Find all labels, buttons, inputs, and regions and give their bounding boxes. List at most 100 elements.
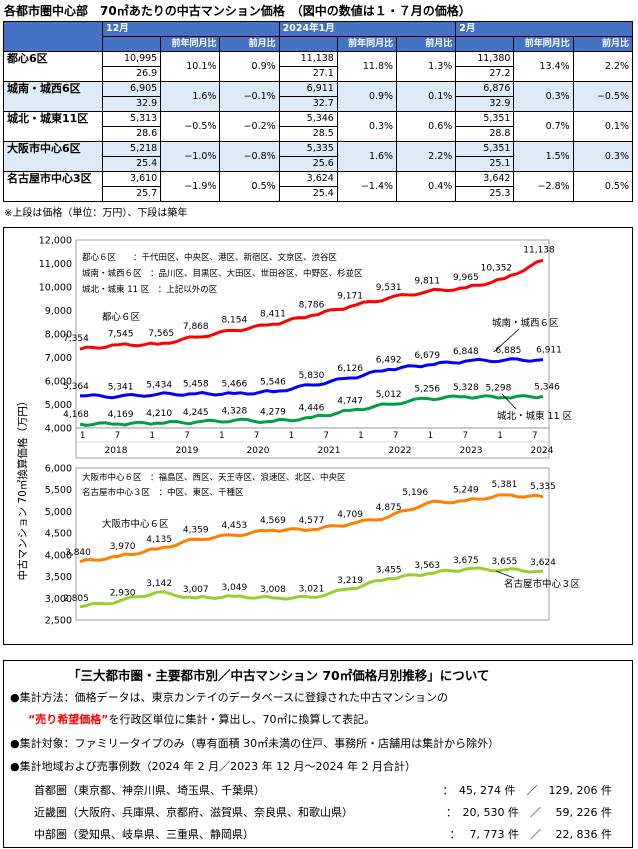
legend-entry: 城南・城西６区 ：品川区、目黒区、大田区、世田谷区、中野区、杉並区 [82,268,363,279]
mom-cell: 2.2% [396,141,457,172]
data-label: 5,346 [534,382,560,392]
data-label: 4,577 [299,516,325,526]
info-box: 「三大都市圏・主要都市別／中古マンション 70㎡価格月別推移」について ●集計方… [3,660,633,848]
info-area: ●集計地域および売事例数（2024 年 2 月／2023 年 12 月〜2024… [10,760,417,773]
age-cell: 26.9 [102,66,162,82]
legend-entry: 城北・城東 11 区 ：上記以外の区 [82,284,218,295]
price-cell: 5,351 [455,141,515,157]
data-label: 7,545 [108,330,134,340]
x-tick-label: 1 [219,431,224,441]
table-row: 城北・城東11区 5,313 −0.5% −0.2% 5,346 0.3% 0.6% 5,35… [2,111,634,142]
yoy-cell: −1.0% [160,141,221,172]
age-cell: 28.8 [455,126,515,142]
mom-cell: 0.9% [219,51,280,82]
data-label: 4,446 [299,404,325,414]
data-label: 5,546 [260,378,286,388]
yoy-cell: 0.7% [513,111,574,142]
price-table: 12月 2024年1月 2月 前年同月比 前月比 前年同月比 前月比 前年同月比 前月比 都心6区… [2,21,634,202]
age-cell: 25.4 [278,186,338,202]
series-name-label: 城南・城西６区 [492,317,559,329]
data-label: 4,169 [108,410,134,420]
data-label: 5,335 [530,482,556,492]
data-label: 3,970 [110,542,136,552]
data-label: 4,279 [260,407,286,417]
change-subheader: 前年同月比 [160,36,221,52]
callout-line [493,328,520,353]
data-label: 3,655 [492,557,518,567]
age-cell: 25.4 [102,156,162,172]
data-label: 4,168 [63,410,89,420]
y-axis-label: 中古マンション 70㎡換算価格（万円） [16,396,29,581]
data-label: 5,341 [108,382,134,392]
table-row: 名古屋市中心3区 3,610 −1.9% 0.5% 3,624 −1.4% 0.4% 3,64… [2,171,634,202]
price-cell: 3,624 [278,171,338,187]
x-axis-box [75,427,550,459]
data-label: 8,786 [299,301,325,311]
x-tick-label: 1 [358,431,363,441]
x-year-label: 2023 [460,446,483,456]
legend-entry: 都心６区 ：千代田区、中央区、港区、新宿区、文京区、渋谷区 [82,252,338,263]
mom-cell: 0.3% [572,141,634,172]
data-label: 8,154 [221,315,247,325]
asking-price-term: “売り希望価格” [28,713,109,726]
data-label: 9,811 [414,276,440,286]
yoy-cell: 0.3% [513,81,574,112]
age-cell: 32.9 [102,96,162,112]
info-method-cont: “売り希望価格”を行政区単位に集計・算出し、70㎡に換算して表記。 [28,711,375,727]
data-label: 7,565 [148,329,174,339]
page-title: 各都市圏中心部 70㎡あたりの中古マンション価格 （図中の数値は１・７月の価格） [4,4,471,18]
data-label: 7,868 [183,322,209,332]
mom-cell: −0.8% [219,141,280,172]
age-cell: 32.7 [278,96,338,112]
data-label: 7,354 [63,334,89,344]
series-line [79,258,544,351]
data-label: 3,675 [453,556,479,566]
change-subheader: 前月比 [572,36,634,52]
y-tick-label: 12,000 [39,236,72,247]
x-year-label: 2024 [531,446,554,456]
data-label: 3,840 [65,548,91,558]
data-label: 3,563 [414,561,440,571]
x-year-label: 2022 [389,446,412,456]
price-cell: 5,351 [455,111,515,127]
data-label: 4,747 [337,396,363,406]
table-row: 28.6 28.5 28.8 [4,126,633,142]
region-count: ： 45, 274 件 ／ 129, 206 件 [442,784,612,797]
data-label: 9,531 [376,283,402,293]
data-label: 3,455 [376,566,402,576]
yoy-cell: 11.8% [336,51,398,82]
data-label: 4,569 [260,516,286,526]
data-label: 2,930 [110,588,136,598]
price-cell: 3,610 [102,171,162,187]
table-row: 都心6区 10,995 10.1% 0.9% 11,138 11.8% 1.3% 11,380… [2,51,634,82]
info-title: 「三大都市圏・主要都市別／中古マンション 70㎡価格月別推移」について [68,668,490,683]
mom-cell: 0.4% [396,171,457,202]
data-label: 4,135 [146,535,172,545]
region-name: 近畿圏（大阪府、兵庫県、京都府、滋賀県、奈良県、和歌山県） [34,806,353,819]
yoy-cell: −1.9% [160,171,221,202]
mom-cell: 0.1% [396,81,457,112]
legend-entry: 大阪市中心６区 ：福島区、西区、天王寺区、浪速区、北区、中央区 [82,472,346,483]
yoy-cell: 1.6% [160,81,221,112]
age-cell: 25.1 [455,156,515,172]
yoy-cell: 1.6% [336,141,398,172]
age-cell: 27.1 [278,66,338,82]
y-tick-label: 4,000 [45,550,72,561]
mom-cell: 0.1% [572,111,634,142]
plot-frame [75,467,550,621]
mom-cell: 0.5% [219,171,280,202]
region-name: 中部圏（愛知県、岐阜県、三重県、静岡県） [34,828,254,841]
y-tick-label: 5,000 [45,507,72,518]
mom-cell: 0.6% [396,111,457,142]
y-tick-label: 5,000 [45,400,72,411]
data-label: 2,805 [63,594,89,604]
mom-cell: −0.1% [219,81,280,112]
area-name: 都心6区 [2,51,104,82]
age-cell: 27.2 [455,66,515,82]
age-cell: 25.6 [278,156,338,172]
mom-cell: 0.5% [572,171,634,202]
data-label: 3,021 [299,584,325,594]
age-cell: 28.5 [278,126,338,142]
data-label: 5,364 [63,382,89,392]
area-name: 城南・城西6区 [2,81,104,112]
